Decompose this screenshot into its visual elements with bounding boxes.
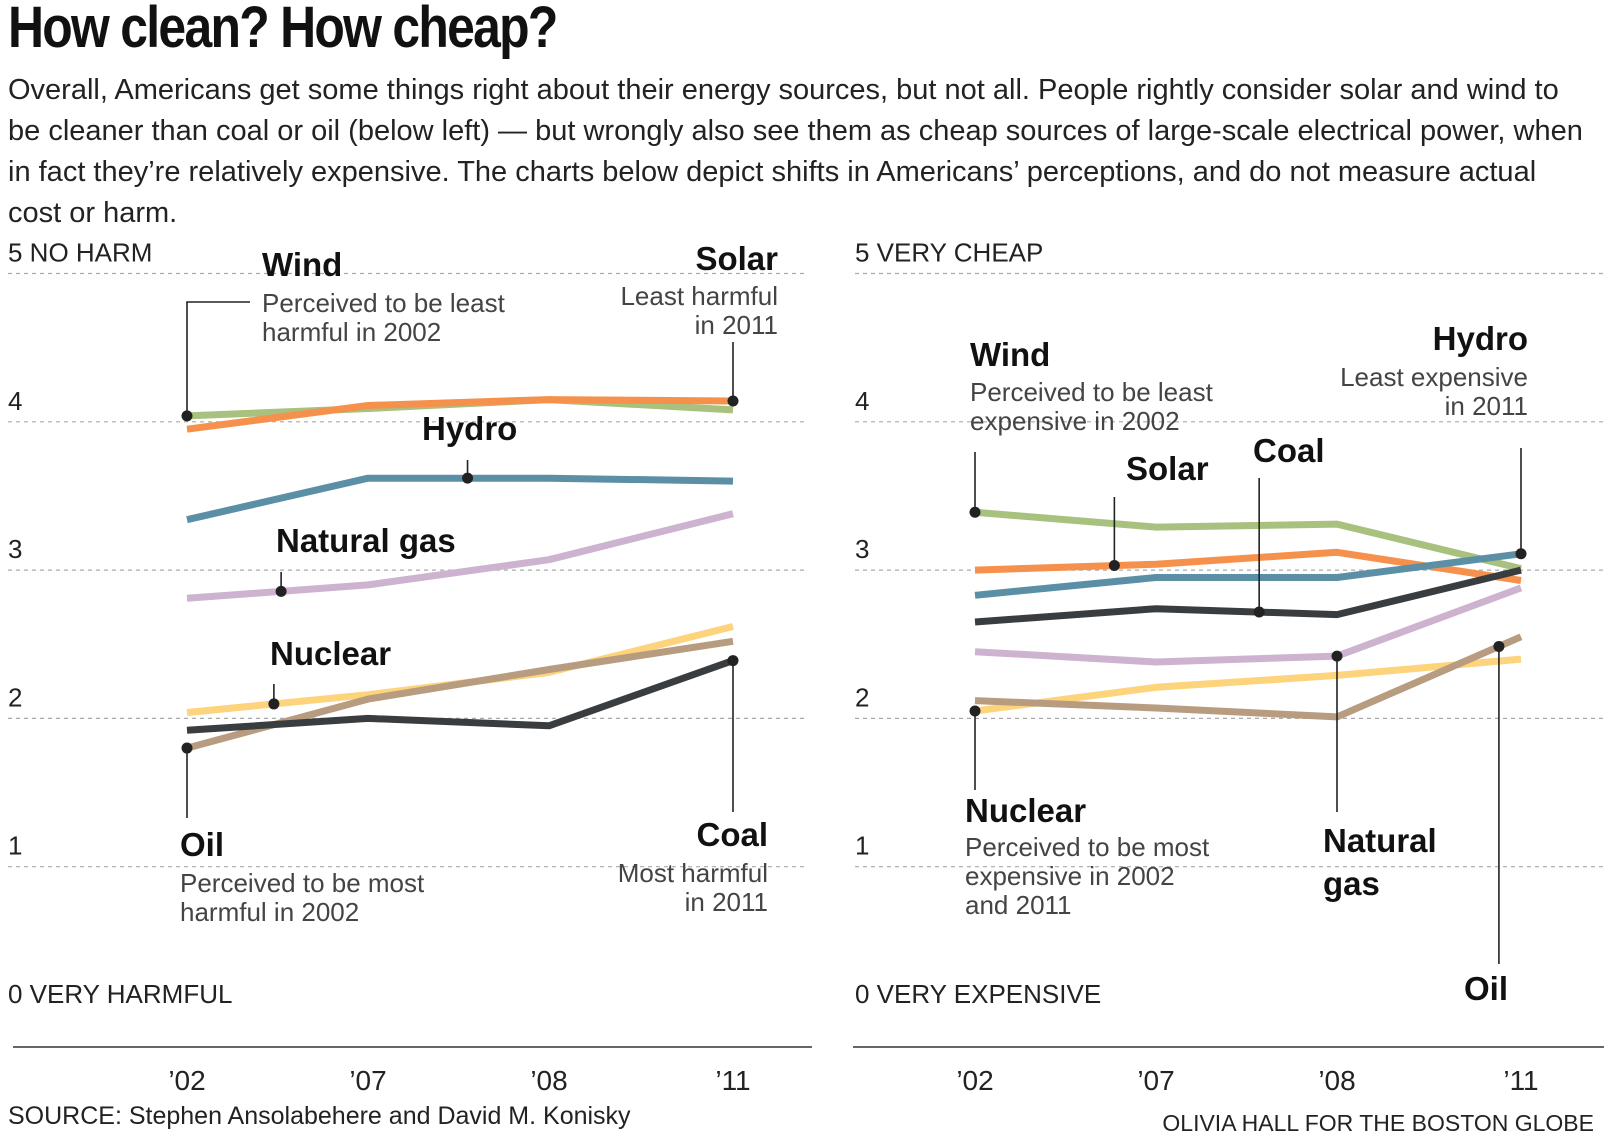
annotation-text: Perceived to be least (970, 377, 1214, 407)
series-label-oil: Oil (180, 826, 224, 863)
series-label-hydro: Hydro (1433, 320, 1528, 357)
page-title: How clean? How cheap? (8, 0, 558, 60)
annotation-text: Perceived to be least (262, 288, 506, 318)
series-line-nuclear (974, 655, 1522, 715)
series-line-hydro (974, 550, 1522, 599)
series-label-solar: Solar (1126, 450, 1209, 487)
y-tick-label: 5 NO HARM (8, 238, 152, 268)
intro-text: Overall, Americans get some things right… (8, 74, 1583, 229)
y-tick-label: 4 (855, 386, 869, 416)
x-tick-label: ’02 (956, 1065, 993, 1096)
y-tick-label: 5 VERY CHEAP (855, 238, 1043, 268)
series-label-nuclear: Nuclear (270, 635, 391, 672)
y-tick-label: 1 (855, 831, 869, 861)
annotation-text: Perceived to be most (180, 868, 425, 898)
leader-dot (1108, 560, 1120, 572)
source-note: SOURCE: Stephen Ansolabehere and David M… (8, 1102, 631, 1130)
leader-dot (1253, 606, 1265, 618)
y-tick-label: 2 (8, 682, 22, 712)
leader-dot (1331, 650, 1343, 662)
x-tick-label: ’07 (349, 1065, 386, 1096)
leader-dot (1515, 548, 1527, 560)
x-tick-label: ’02 (168, 1065, 205, 1096)
series-label-natural-gas: Natural (1323, 822, 1437, 859)
annotation-text: Most harmful (618, 858, 768, 888)
leader-dot (181, 742, 193, 754)
annotation-text: Least harmful (620, 281, 778, 311)
leader-line (186, 301, 250, 416)
annotation-text: harmful in 2002 (180, 897, 359, 927)
annotation-text: in 2011 (695, 310, 778, 340)
leader-dot (181, 410, 193, 422)
series-label-solar: Solar (695, 240, 778, 277)
series-line-nuclear (186, 623, 734, 716)
series-line-hydro (186, 474, 734, 524)
annotation-text: harmful in 2002 (262, 317, 441, 347)
series-label-coal: Coal (696, 816, 768, 853)
leader-dot (727, 655, 739, 667)
x-tick-label: ’07 (1137, 1065, 1174, 1096)
leader-dot (969, 705, 981, 717)
series-line-natural-gas (186, 510, 734, 602)
annotation-text: Perceived to be most (965, 832, 1210, 862)
annotation-text: in 2011 (685, 887, 768, 917)
x-tick-label: ’08 (530, 1065, 567, 1096)
y-tick-label: 0 VERY HARMFUL (8, 979, 232, 1009)
y-tick-label: 3 (8, 534, 22, 564)
series-label-coal: Coal (1253, 432, 1325, 469)
leader-dot (275, 585, 287, 597)
y-tick-label: 4 (8, 386, 22, 416)
leader-dot (462, 472, 474, 484)
annotation-text: expensive in 2002 (970, 406, 1180, 436)
series-line-wind (974, 508, 1522, 573)
annotation-text: Least expensive (1340, 362, 1528, 392)
series-line-natural-gas (974, 584, 1523, 666)
annotation-text: in 2011 (1445, 391, 1528, 421)
credit-note: OLIVIA HALL FOR THE BOSTON GLOBE (1162, 1110, 1594, 1136)
harm-chart: 0 VERY HARMFUL 1 2 3 4 5 NO HARM ’02 ’07 ’08 ’11 W… (8, 238, 812, 1096)
annotation-text: expensive in 2002 (965, 861, 1175, 891)
y-tick-label: 2 (855, 682, 869, 712)
series-label-natural-gas: gas (1323, 865, 1380, 902)
series-label-natural-gas: Natural gas (276, 522, 456, 559)
x-tick-label: ’08 (1318, 1065, 1355, 1096)
y-tick-label: 3 (855, 534, 869, 564)
series-label-wind: Wind (262, 246, 342, 283)
series-label-hydro: Hydro (422, 410, 517, 447)
x-tick-label: ’11 (715, 1065, 750, 1096)
leader-dot (727, 395, 739, 407)
annotation-text: and 2011 (965, 890, 1072, 920)
leader-dot (1493, 640, 1505, 652)
series-line-coal (974, 566, 1522, 626)
leader-dot (969, 506, 981, 518)
series-line-coal (186, 657, 735, 734)
x-tick-label: ’11 (1503, 1065, 1538, 1096)
series-label-wind: Wind (970, 336, 1050, 373)
series-label-oil: Oil (1464, 970, 1508, 1007)
series-line-oil (186, 637, 734, 752)
y-tick-label: 1 (8, 831, 22, 861)
series-line-solar (186, 396, 734, 433)
series-line-oil (974, 633, 1523, 721)
leader-dot (268, 698, 280, 710)
cost-chart: 0 VERY EXPENSIVE 1 2 3 4 5 VERY CHEAP ’02 ’07 ’0… (853, 238, 1604, 1096)
y-tick-label: 0 VERY EXPENSIVE (855, 979, 1101, 1009)
series-label-nuclear: Nuclear (965, 792, 1086, 829)
